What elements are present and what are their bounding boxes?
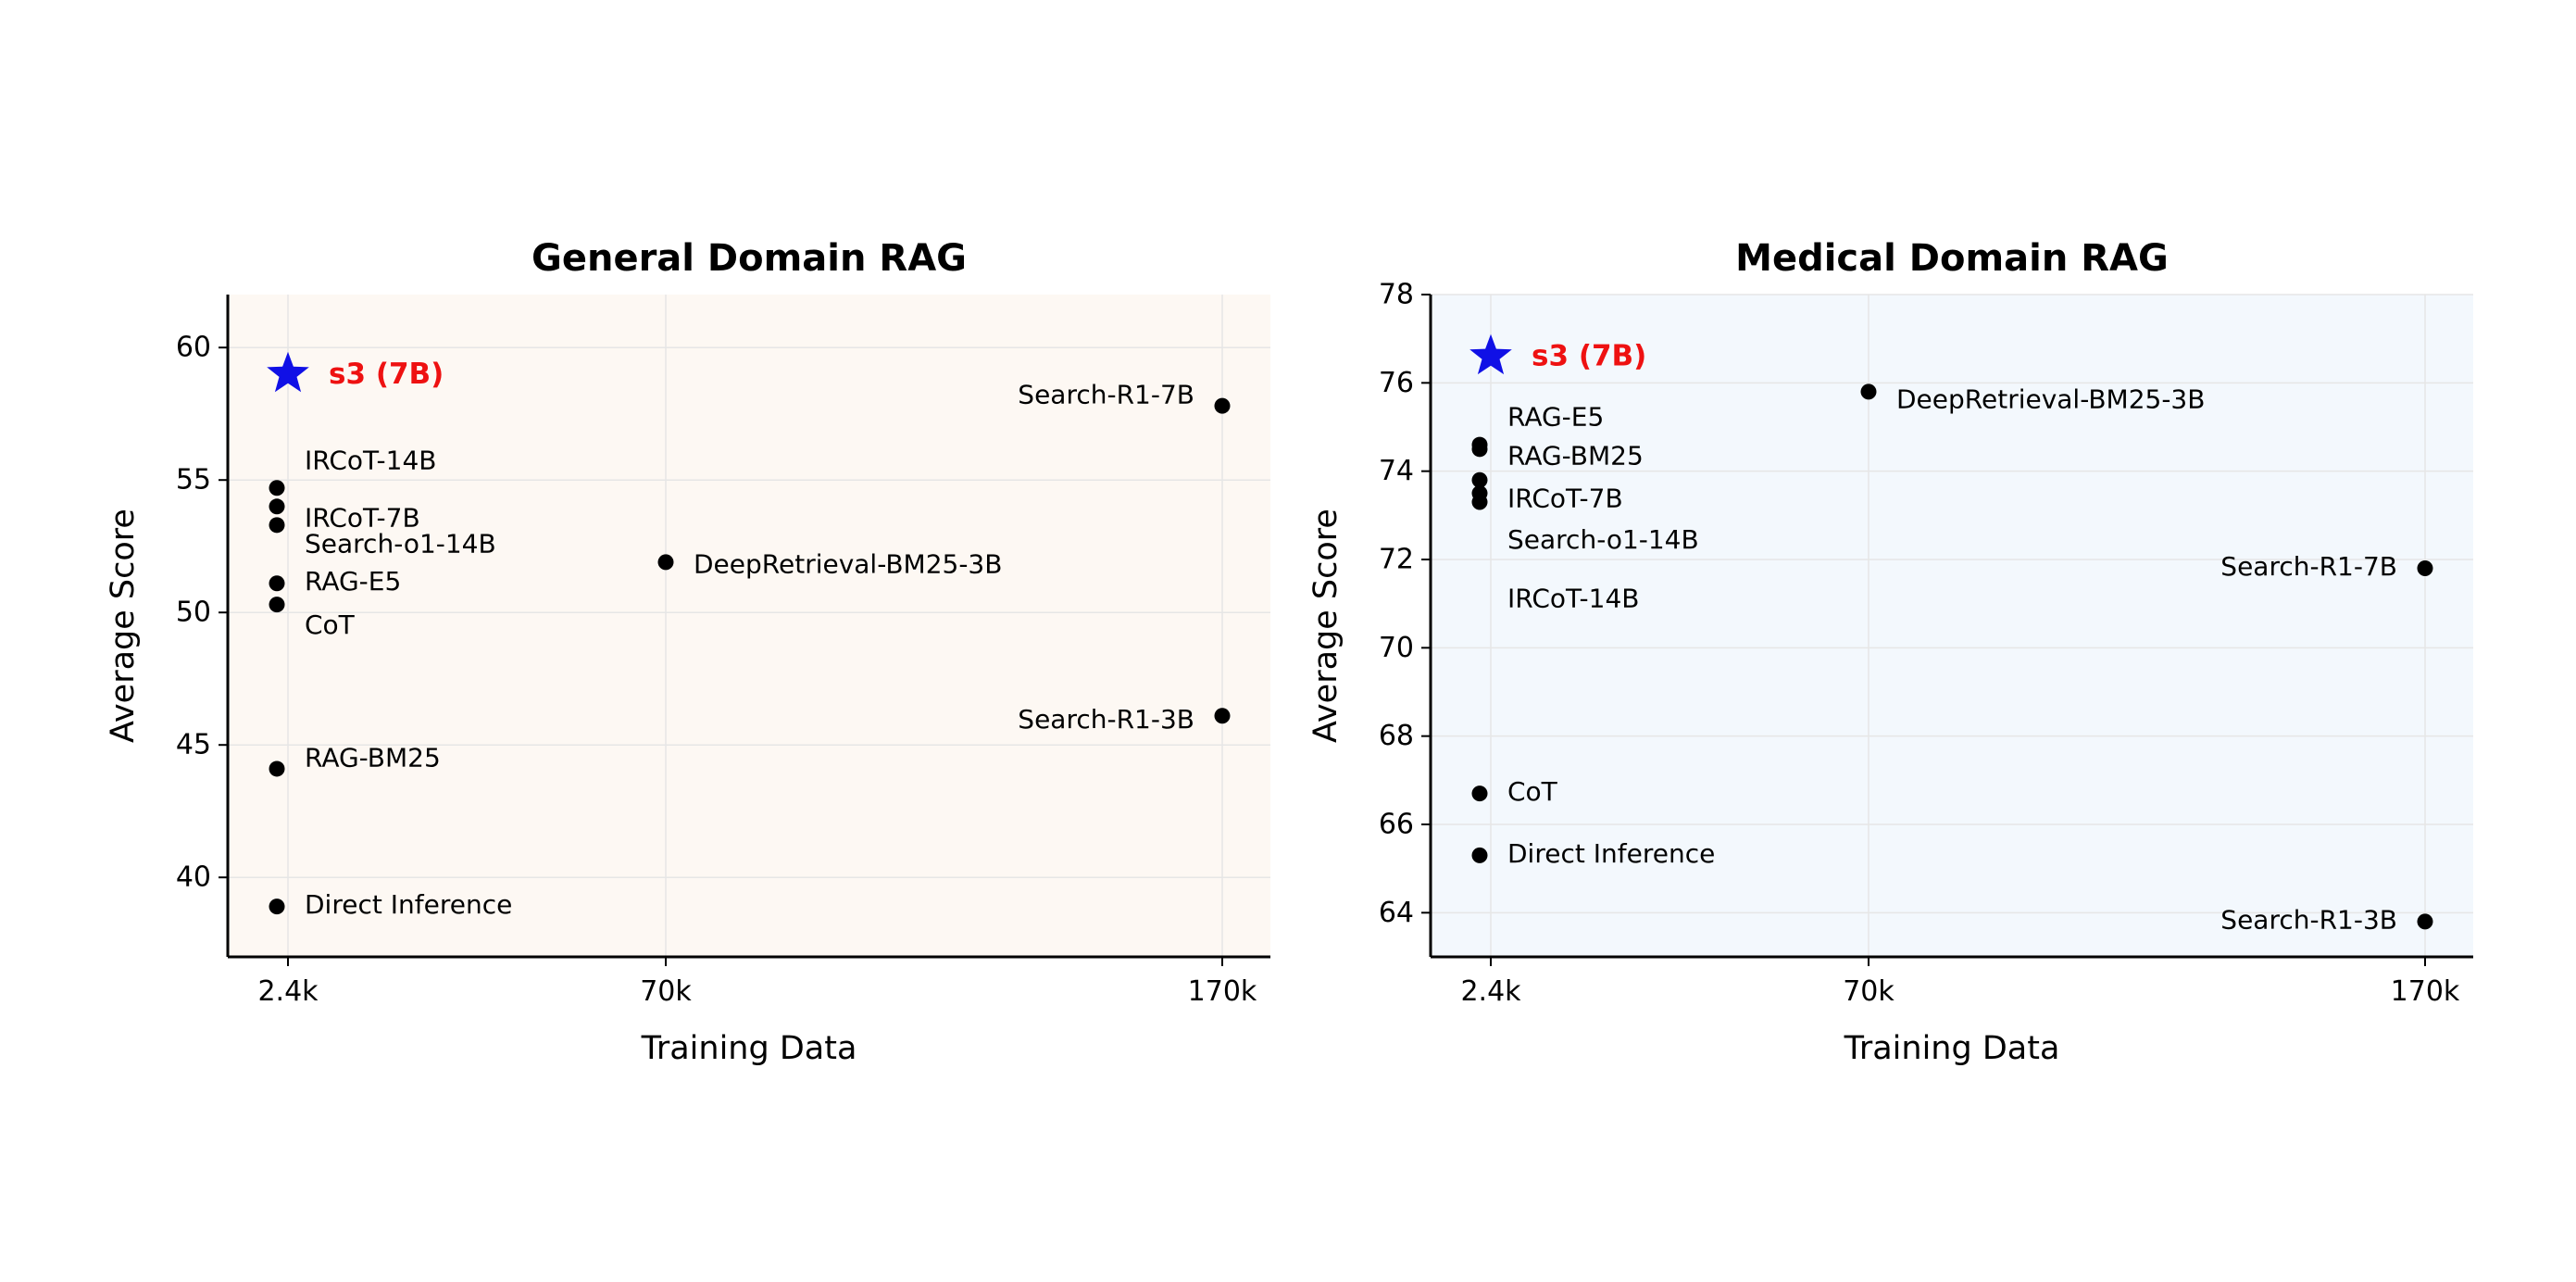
y-axis-label: Average Score: [105, 509, 142, 743]
y-tick-label: 70: [1379, 632, 1414, 664]
point-label-deepretrieval-bm25-3b: DeepRetrieval-BM25-3B: [694, 548, 1002, 579]
point-label-search-o1-14b: Search-o1-14B: [305, 528, 496, 559]
point-label-ircot-7b: IRCoT-7B: [305, 502, 420, 533]
point-label-ircot-7b: IRCoT-7B: [1507, 484, 1623, 514]
point-label-direct-inference: Direct Inference: [1507, 838, 1715, 869]
data-point-search-o1-14b: [269, 517, 285, 534]
point-label-s3-7b: s3 (7B): [1532, 340, 1646, 373]
x-tick-label: 170k: [2391, 975, 2460, 1008]
point-label-rag-bm25: RAG-BM25: [305, 742, 441, 773]
y-tick-label: 76: [1379, 367, 1414, 399]
point-label-s3-7b: s3 (7B): [329, 358, 444, 391]
point-label-cot: CoT: [1507, 776, 1558, 807]
data-point-search-r1-7b: [1214, 397, 1231, 414]
x-tick-label: 70k: [1843, 975, 1894, 1008]
x-tick-label: 70k: [640, 975, 692, 1008]
point-label-direct-inference: Direct Inference: [305, 889, 512, 920]
point-label-deepretrieval-bm25-3b: DeepRetrieval-BM25-3B: [1896, 383, 2205, 414]
x-tick-label: 2.4k: [257, 975, 319, 1008]
y-tick-label: 45: [176, 729, 211, 761]
point-label-rag-bm25: RAG-BM25: [1507, 440, 1644, 471]
point-label-ircot-14b: IRCoT-14B: [305, 445, 436, 475]
data-point-ircot-14b: [269, 480, 285, 496]
point-label-search-r1-3b: Search-R1-3B: [2220, 904, 2397, 935]
y-tick-label: 68: [1379, 720, 1414, 752]
y-tick-label: 40: [176, 861, 211, 894]
data-point-search-r1-7b: [2417, 560, 2433, 577]
y-tick-label: 74: [1379, 455, 1414, 487]
general-domain-panel: 40 45 50 55 60 2.4k 70k 170k General Domain RAG T…: [105, 237, 1270, 1067]
data-point-s3-7b-star: [267, 351, 309, 393]
y-tick-label: 60: [176, 332, 211, 364]
point-label-search-o1-14b: Search-o1-14B: [1507, 524, 1699, 555]
data-point-rag-bm25: [269, 760, 285, 777]
data-point-direct-inference: [1471, 847, 1488, 863]
chart-title: Medical Domain RAG: [1735, 237, 2169, 280]
x-tick-label: 170k: [1188, 975, 1257, 1008]
data-point-direct-inference: [269, 899, 285, 915]
y-axis-label: Average Score: [1307, 509, 1344, 743]
data-point-search-r1-3b: [2417, 913, 2433, 930]
point-label-rag-e5: RAG-E5: [305, 566, 401, 597]
y-tick-label: 78: [1379, 279, 1414, 311]
data-point-deepretrieval-bm25-3b: [1860, 383, 1877, 400]
data-point-ircot-14b: [1471, 494, 1488, 510]
y-tick-label: 55: [176, 464, 211, 496]
data-point-cot: [269, 597, 285, 613]
y-tick-label: 64: [1379, 897, 1414, 929]
medical-domain-panel: 64 66 68 70 72 74 76 78 2.4k 70k 170k Medical Domai…: [1307, 237, 2473, 1067]
data-point-rag-e5: [269, 575, 285, 592]
plot-area: [228, 295, 1270, 957]
point-label-ircot-14b: IRCoT-14B: [1507, 584, 1639, 614]
data-point-deepretrieval-bm25-3b: [657, 554, 674, 571]
y-tick-label: 72: [1379, 544, 1414, 576]
x-axis-label: Training Data: [1844, 1030, 2060, 1067]
x-axis-label: Training Data: [641, 1030, 857, 1067]
plot-area: [1431, 295, 2473, 957]
data-point-cot: [1471, 786, 1488, 802]
data-point-search-r1-3b: [1214, 708, 1231, 724]
data-point-s3-7b-star: [1469, 333, 1512, 375]
data-point-rag-bm25: [1471, 441, 1488, 458]
x-tick-label: 2.4k: [1460, 975, 1521, 1008]
point-label-search-r1-7b: Search-R1-7B: [1018, 380, 1194, 410]
point-label-search-r1-3b: Search-R1-3B: [1018, 704, 1194, 735]
data-point-ircot-7b: [1471, 471, 1488, 488]
point-label-cot: CoT: [305, 610, 356, 640]
point-label-rag-e5: RAG-E5: [1507, 402, 1604, 433]
data-point-ircot-7b: [269, 498, 285, 515]
point-label-search-r1-7b: Search-R1-7B: [2220, 551, 2397, 582]
chart-title: General Domain RAG: [531, 237, 967, 280]
y-tick-label: 50: [176, 597, 211, 629]
y-tick-label: 66: [1379, 809, 1414, 841]
